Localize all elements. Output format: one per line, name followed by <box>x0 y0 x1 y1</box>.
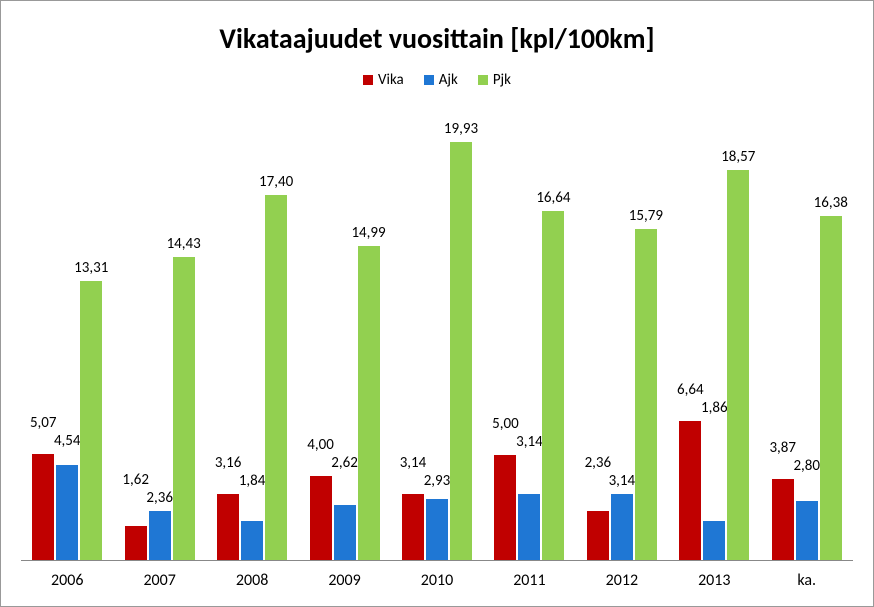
bar-label-pjk: 19,93 <box>436 120 486 138</box>
bar-pjk <box>80 281 102 560</box>
bar-vika <box>310 476 332 560</box>
bar-vika <box>494 455 516 560</box>
bar-ajk <box>703 521 725 560</box>
bar-pjk <box>450 142 472 560</box>
bar-label-pjk: 14,43 <box>159 235 209 253</box>
bar-pjk <box>173 257 195 560</box>
bar-wrap: 16,38 <box>820 109 842 560</box>
bar-wrap: 4,00 <box>310 109 332 560</box>
bar-pjk <box>820 216 842 560</box>
legend-item-vika: Vika <box>363 71 404 89</box>
bar-ajk <box>611 494 633 560</box>
bar-wrap: 16,64 <box>542 109 564 560</box>
bar-vika <box>402 494 424 560</box>
x-axis: 20062007200820092010201120122013ka. <box>21 566 853 596</box>
bar-group: 1,622,3614,43 <box>113 109 205 560</box>
x-axis-label: 2006 <box>21 566 113 596</box>
bar-ajk <box>241 521 263 560</box>
bar-groups: 5,074,5413,311,622,3614,433,161,8417,404… <box>21 109 853 560</box>
bar-vika <box>772 479 794 560</box>
bar-vika <box>125 526 147 560</box>
bar-label-pjk: 14,99 <box>344 224 394 242</box>
legend-swatch-vika <box>363 75 373 85</box>
x-axis-label: 2013 <box>668 566 760 596</box>
bar-wrap: 2,93 <box>426 109 448 560</box>
bar-group: 6,641,8618,57 <box>668 109 760 560</box>
bar-ajk <box>149 511 171 561</box>
bar-label-pjk: 13,31 <box>66 259 116 277</box>
bar-wrap: 5,00 <box>494 109 516 560</box>
bar-wrap: 1,86 <box>703 109 725 560</box>
bar-vika <box>217 494 239 560</box>
bar-vika <box>587 511 609 561</box>
bar-group: 3,872,8016,38 <box>761 109 853 560</box>
bar-wrap: 17,40 <box>265 109 287 560</box>
legend-swatch-ajk <box>424 75 434 85</box>
plot-area: 5,074,5413,311,622,3614,433,161,8417,404… <box>21 109 853 561</box>
x-axis-label: 2008 <box>206 566 298 596</box>
chart-container: Vikataajuudet vuosittain [kpl/100km] Vik… <box>1 1 873 606</box>
bar-wrap: 6,64 <box>679 109 701 560</box>
bar-ajk <box>426 499 448 560</box>
bar-ajk <box>518 494 540 560</box>
bar-group: 3,161,8417,40 <box>206 109 298 560</box>
bar-group: 3,142,9319,93 <box>391 109 483 560</box>
bar-wrap: 2,36 <box>149 109 171 560</box>
bar-label-pjk: 17,40 <box>251 173 301 191</box>
bar-wrap: 14,99 <box>358 109 380 560</box>
legend: Vika Ajk Pjk <box>21 71 853 89</box>
bar-pjk <box>358 246 380 560</box>
bar-wrap: 19,93 <box>450 109 472 560</box>
bar-label-pjk: 15,79 <box>621 207 671 225</box>
bar-pjk <box>727 170 749 560</box>
bar-label-pjk: 18,57 <box>713 148 763 166</box>
bar-wrap: 18,57 <box>727 109 749 560</box>
bar-wrap: 15,79 <box>635 109 657 560</box>
bar-wrap: 5,07 <box>32 109 54 560</box>
chart-title: Vikataajuudet vuosittain [kpl/100km] <box>21 21 853 56</box>
bar-wrap: 14,43 <box>173 109 195 560</box>
bar-wrap: 4,54 <box>56 109 78 560</box>
bar-pjk <box>635 229 657 560</box>
bar-wrap: 3,14 <box>402 109 424 560</box>
bar-ajk <box>334 505 356 560</box>
x-axis-label: 2010 <box>391 566 483 596</box>
bar-vika <box>679 421 701 560</box>
bar-ajk <box>796 501 818 560</box>
legend-item-pjk: Pjk <box>478 71 511 89</box>
x-axis-label: ka. <box>761 566 853 596</box>
bar-pjk <box>542 211 564 560</box>
bar-pjk <box>265 195 287 560</box>
bar-group: 5,003,1416,64 <box>483 109 575 560</box>
legend-swatch-pjk <box>478 75 488 85</box>
bar-wrap: 2,62 <box>334 109 356 560</box>
legend-label-ajk: Ajk <box>439 71 458 89</box>
x-axis-label: 2012 <box>576 566 668 596</box>
x-axis-label: 2007 <box>113 566 205 596</box>
x-axis-label: 2011 <box>483 566 575 596</box>
bar-wrap: 3,14 <box>518 109 540 560</box>
legend-item-ajk: Ajk <box>424 71 458 89</box>
bar-wrap: 13,31 <box>80 109 102 560</box>
x-axis-label: 2009 <box>298 566 390 596</box>
bar-vika <box>32 454 54 560</box>
bar-wrap: 2,80 <box>796 109 818 560</box>
bar-wrap: 2,36 <box>587 109 609 560</box>
bar-group: 4,002,6214,99 <box>298 109 390 560</box>
legend-label-pjk: Pjk <box>493 71 511 89</box>
bar-ajk <box>56 465 78 560</box>
bar-wrap: 3,87 <box>772 109 794 560</box>
legend-label-vika: Vika <box>378 71 404 89</box>
bar-label-pjk: 16,64 <box>528 189 578 207</box>
bar-wrap: 3,16 <box>217 109 239 560</box>
bar-group: 5,074,5413,31 <box>21 109 113 560</box>
bar-wrap: 3,14 <box>611 109 633 560</box>
bar-label-pjk: 16,38 <box>806 194 856 212</box>
bar-group: 2,363,1415,79 <box>576 109 668 560</box>
